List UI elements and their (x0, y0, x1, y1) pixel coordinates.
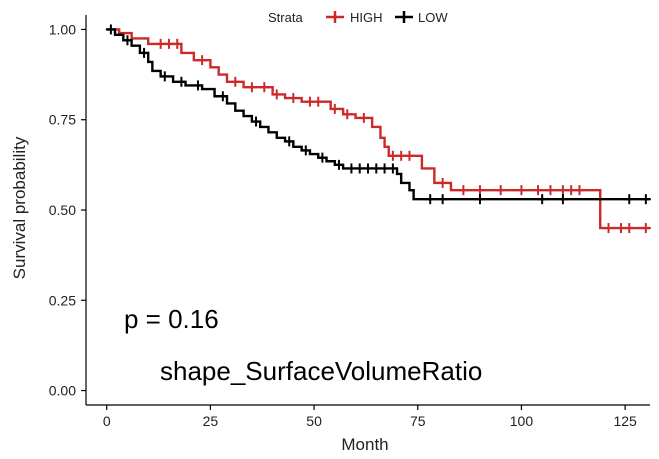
censor-mark-low (624, 194, 635, 205)
x-tick-label: 0 (103, 413, 111, 429)
y-tick-label: 0.75 (49, 112, 76, 128)
censor-mark-high (197, 55, 208, 66)
censor-mark-low (122, 35, 133, 46)
censor-mark-high (288, 93, 299, 104)
censor-mark-high (458, 185, 469, 196)
legend: Strata HIGH LOW (268, 10, 448, 25)
x-tick-label: 50 (306, 413, 322, 429)
series-high (106, 28, 651, 234)
censor-mark-low (251, 116, 262, 127)
censor-mark-low (474, 194, 485, 205)
censor-mark-low (557, 194, 568, 205)
censor-mark-low (105, 24, 116, 35)
censor-mark-high (545, 185, 556, 196)
y-tick-label: 0.50 (49, 202, 76, 218)
censor-mark-high (640, 223, 651, 234)
y-tick-label: 0.00 (49, 383, 76, 399)
x-tick-label: 125 (613, 413, 637, 429)
censor-mark-low (387, 163, 398, 174)
censor-mark-low (317, 152, 328, 163)
legend-title: Strata (268, 10, 303, 25)
y-axis-title: Survival probability (10, 136, 29, 279)
censor-mark-low (284, 136, 295, 147)
censor-mark-high (574, 185, 585, 196)
x-axis-title: Month (341, 435, 388, 454)
censor-mark-low (333, 159, 344, 170)
axis-ticks: 0 25 50 75 100 125 0.00 0.25 0.50 0.75 1.00 (49, 21, 637, 429)
censor-mark-high (246, 82, 257, 93)
censor-mark-low (537, 194, 548, 205)
censor-mark-high (259, 82, 270, 93)
censor-mark-low (159, 71, 170, 82)
legend-key-high (326, 11, 344, 23)
censor-mark-high (358, 112, 369, 123)
censor-mark-high (624, 223, 635, 234)
censor-mark-high (516, 185, 527, 196)
series-low (105, 24, 651, 205)
legend-label-high: HIGH (350, 10, 383, 25)
censor-mark-low (437, 194, 448, 205)
censor-mark-high (533, 185, 544, 196)
censor-mark-high (230, 76, 241, 87)
censor-mark-high (404, 150, 415, 161)
censor-mark-low (176, 76, 187, 87)
censor-mark-high (172, 38, 183, 49)
censor-mark-high (437, 177, 448, 188)
censor-mark-low (217, 91, 228, 102)
censor-mark-high (474, 185, 485, 196)
p-value-annotation: p = 0.16 (124, 304, 219, 334)
censor-mark-high (603, 223, 614, 234)
censor-mark-low (139, 47, 150, 58)
x-tick-label: 75 (410, 413, 426, 429)
legend-key-low (395, 11, 413, 23)
censor-mark-high (271, 89, 282, 100)
survival-curve-low (106, 28, 650, 201)
censor-mark-low (640, 194, 651, 205)
censor-mark-high (329, 103, 340, 114)
survival-curve-high (106, 28, 650, 230)
censor-mark-low (425, 194, 436, 205)
censor-mark-high (495, 185, 506, 196)
x-tick-label: 100 (510, 413, 534, 429)
feature-name-annotation: shape_SurfaceVolumeRatio (160, 356, 482, 386)
y-tick-label: 0.25 (49, 292, 76, 308)
legend-label-low: LOW (418, 10, 448, 25)
survival-curves (105, 24, 651, 234)
censor-mark-low (192, 80, 203, 91)
x-tick-label: 25 (203, 413, 219, 429)
y-tick-label: 1.00 (49, 21, 76, 37)
censor-mark-high (313, 96, 324, 107)
censor-mark-low (300, 145, 311, 156)
censor-mark-high (342, 109, 353, 120)
